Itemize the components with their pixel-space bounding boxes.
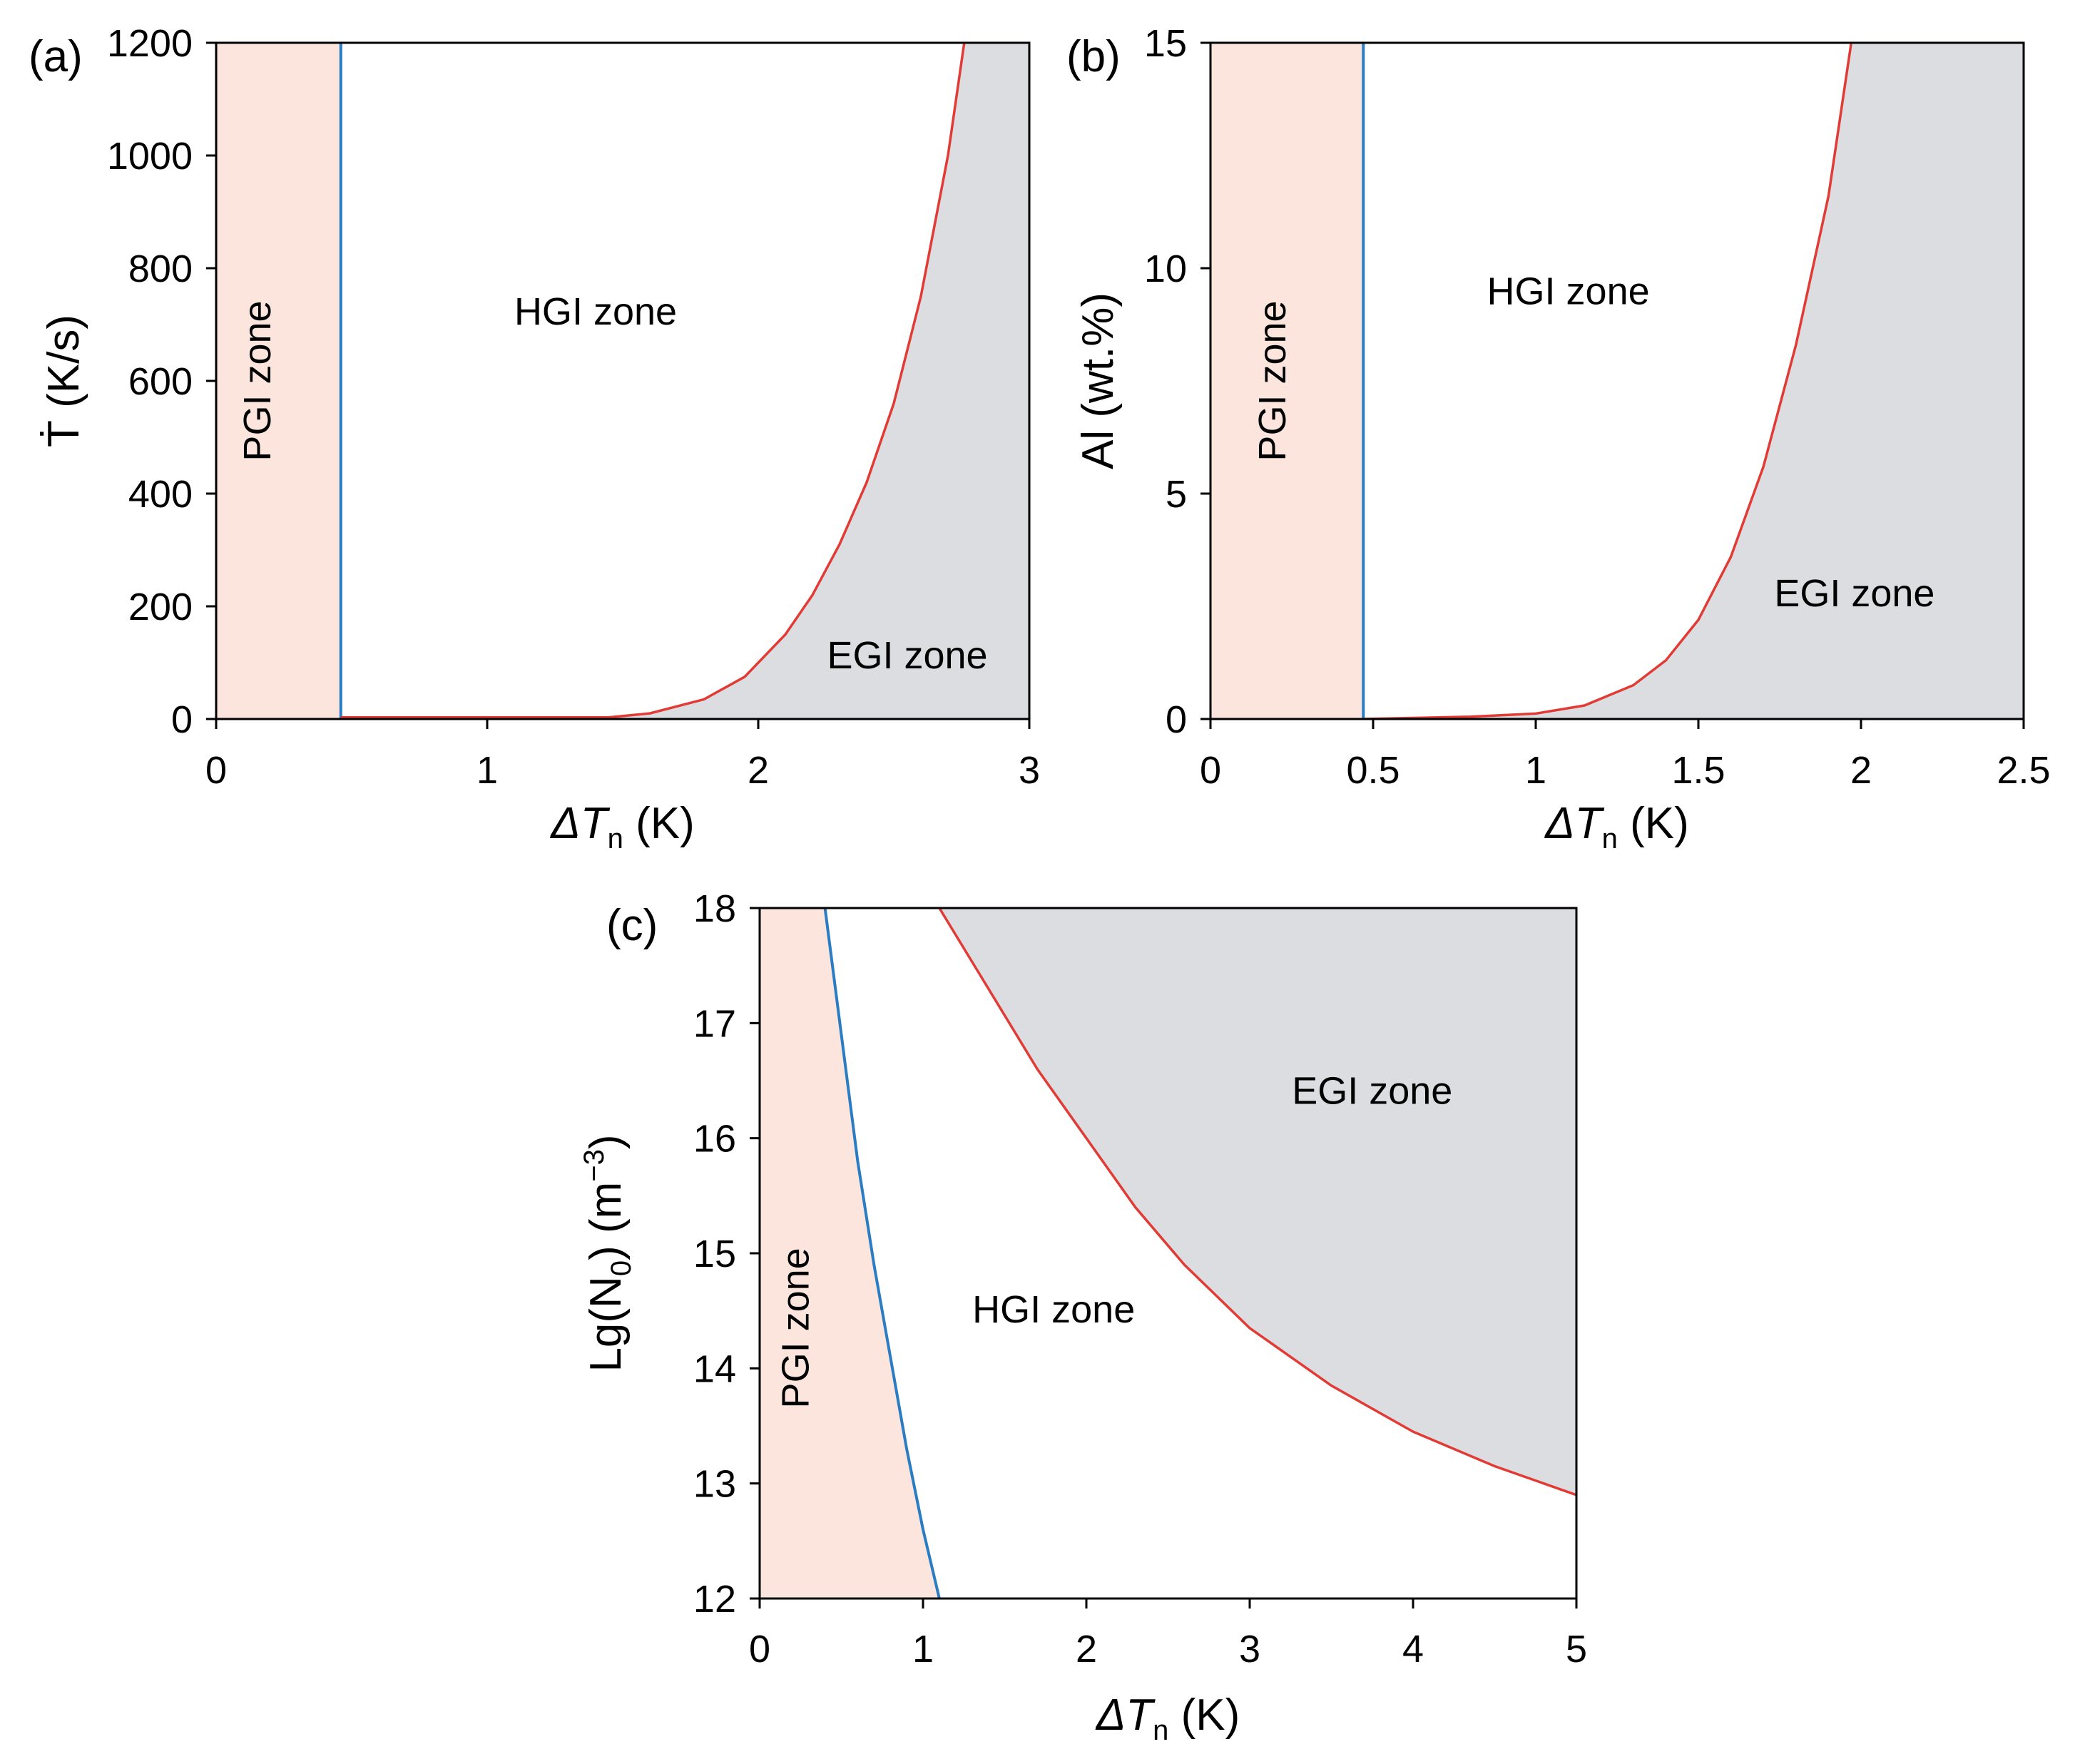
x-tick-label: 3: [1239, 1628, 1260, 1671]
y-tick-label: 12: [693, 1578, 736, 1621]
y-tick-label: 400: [128, 473, 193, 516]
hgi-egi-boundary-line: [340, 43, 966, 719]
x-axis-label: ΔTn (K): [549, 799, 695, 855]
pgi-hgi-boundary-line: [823, 908, 941, 1599]
x-tick-label: 2: [1076, 1628, 1097, 1671]
egi-zone-fill: [1363, 43, 2024, 719]
y-tick-label: 13: [693, 1463, 736, 1506]
x-tick-label: 0.5: [1346, 749, 1400, 792]
panel-label: (b): [1066, 32, 1121, 81]
y-tick-label: 800: [128, 248, 193, 290]
hgi-egi-boundary-line: [1363, 43, 1853, 719]
egi-zone-fill: [340, 43, 1029, 719]
y-tick-label: 0: [171, 698, 193, 741]
plot-frame: [1209, 41, 2025, 720]
y-axis-label: Ṫ (K/s): [39, 315, 88, 447]
x-tick-label: 2: [1850, 749, 1872, 792]
zone-label: EGI zone: [1774, 572, 1934, 615]
hgi-egi-boundary-line: [938, 908, 1576, 1497]
plot-area: [1210, 43, 2024, 719]
egi-zone-fill: [939, 908, 1576, 1495]
y-tick-label: 200: [128, 586, 193, 628]
zone-label: EGI zone: [827, 634, 987, 677]
panel-a: 0 1 2 3 0 200 400 600 800 1000 1200 ΔTn (K) Ṫ (K/s) (…: [29, 22, 1040, 855]
x-tick-label: 1.5: [1671, 749, 1725, 792]
pgi-zone-fill: [216, 43, 341, 719]
x-tick-label: 2.5: [1997, 749, 2050, 792]
plot-area: [216, 43, 1029, 719]
y-tick-label: 17: [693, 1002, 736, 1045]
zone-label: HGI zone: [514, 290, 677, 333]
pgi-zone-fill: [1210, 43, 1364, 719]
x-tick-label: 1: [1525, 749, 1546, 792]
y-tick-label: 14: [693, 1347, 736, 1390]
y-tick-label: 10: [1144, 248, 1187, 290]
x-tick-label: 0: [1200, 749, 1221, 792]
y-tick-label: 1200: [107, 22, 193, 65]
y-tick-label: 5: [1166, 473, 1187, 516]
zone-label: PGI zone: [1251, 300, 1294, 461]
zone-label: PGI zone: [236, 300, 279, 461]
zone-label: PGI zone: [775, 1248, 817, 1408]
plot-area: [760, 908, 1576, 1599]
y-tick-label: 15: [693, 1233, 736, 1275]
y-tick-label: 16: [693, 1118, 736, 1161]
x-tick-label: 1: [912, 1628, 934, 1671]
zone-label: HGI zone: [972, 1288, 1135, 1331]
x-tick-label: 3: [1019, 749, 1040, 792]
panel-b: 0 0.5 1 1.5 2 2.5 0 5 10 15 ΔTn (K) Al (wt.%) (b) PGI…: [1066, 22, 2051, 855]
y-tick-label: 1000: [107, 135, 193, 178]
x-tick-label: 0: [205, 749, 227, 792]
x-tick-label: 4: [1402, 1628, 1424, 1671]
y-tick-label: 0: [1166, 698, 1187, 741]
x-tick-label: 1: [476, 749, 498, 792]
zone-label: HGI zone: [1487, 270, 1650, 313]
x-axis-label: ΔTn (K): [1544, 799, 1689, 855]
y-axis-label: Lg(N0) (m−3): [578, 1134, 637, 1372]
pgi-zone-fill: [760, 908, 939, 1599]
zone-label: EGI zone: [1292, 1069, 1452, 1112]
x-tick-label: 2: [748, 749, 769, 792]
panel-label: (c): [606, 901, 658, 950]
x-axis-label: ΔTn (K): [1095, 1691, 1240, 1746]
y-axis-label: Al (wt.%): [1074, 292, 1123, 469]
x-tick-label: 0: [749, 1628, 770, 1671]
y-tick-label: 15: [1144, 22, 1187, 65]
panel-label: (a): [29, 32, 83, 81]
x-tick-label: 5: [1566, 1628, 1587, 1671]
y-tick-label: 18: [693, 887, 736, 930]
y-tick-label: 600: [128, 360, 193, 403]
